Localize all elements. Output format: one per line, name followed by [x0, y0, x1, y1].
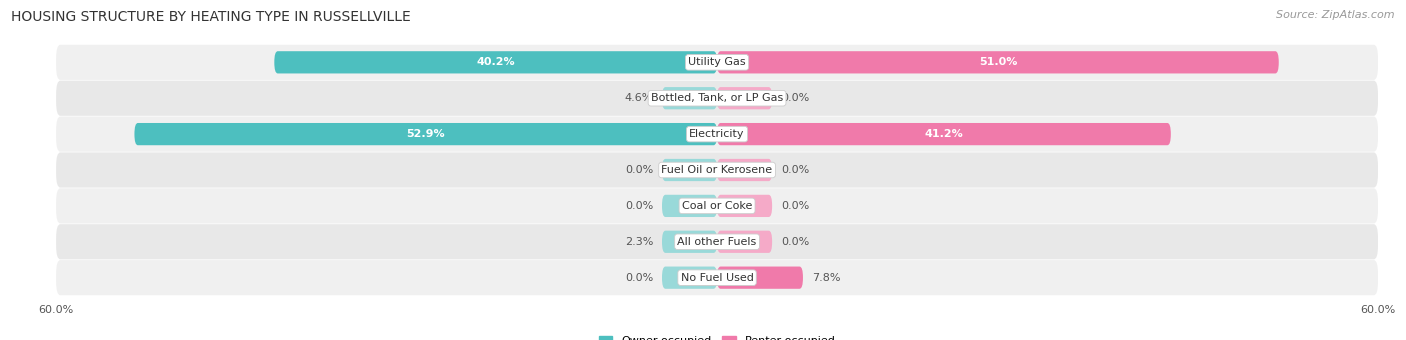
Text: Fuel Oil or Kerosene: Fuel Oil or Kerosene: [661, 165, 773, 175]
Text: 2.3%: 2.3%: [624, 237, 654, 247]
Text: 52.9%: 52.9%: [406, 129, 446, 139]
FancyBboxPatch shape: [717, 195, 772, 217]
FancyBboxPatch shape: [662, 87, 717, 109]
Text: 51.0%: 51.0%: [979, 57, 1017, 67]
Text: Electricity: Electricity: [689, 129, 745, 139]
Text: 0.0%: 0.0%: [624, 273, 654, 283]
Text: HOUSING STRUCTURE BY HEATING TYPE IN RUSSELLVILLE: HOUSING STRUCTURE BY HEATING TYPE IN RUS…: [11, 10, 411, 24]
FancyBboxPatch shape: [274, 51, 717, 73]
FancyBboxPatch shape: [717, 51, 1279, 73]
FancyBboxPatch shape: [662, 159, 717, 181]
FancyBboxPatch shape: [717, 159, 772, 181]
FancyBboxPatch shape: [56, 81, 1378, 116]
Text: Source: ZipAtlas.com: Source: ZipAtlas.com: [1277, 10, 1395, 20]
FancyBboxPatch shape: [662, 231, 717, 253]
FancyBboxPatch shape: [56, 152, 1378, 188]
Text: 40.2%: 40.2%: [477, 57, 515, 67]
Text: Utility Gas: Utility Gas: [689, 57, 745, 67]
Text: 41.2%: 41.2%: [925, 129, 963, 139]
FancyBboxPatch shape: [717, 123, 1171, 145]
Text: 0.0%: 0.0%: [780, 201, 810, 211]
Text: 4.6%: 4.6%: [624, 93, 654, 103]
FancyBboxPatch shape: [56, 45, 1378, 80]
Text: Bottled, Tank, or LP Gas: Bottled, Tank, or LP Gas: [651, 93, 783, 103]
FancyBboxPatch shape: [717, 267, 803, 289]
FancyBboxPatch shape: [56, 117, 1378, 152]
FancyBboxPatch shape: [662, 195, 717, 217]
Text: 0.0%: 0.0%: [624, 165, 654, 175]
Text: 0.0%: 0.0%: [780, 237, 810, 247]
Text: 7.8%: 7.8%: [811, 273, 841, 283]
FancyBboxPatch shape: [56, 224, 1378, 259]
Text: Coal or Coke: Coal or Coke: [682, 201, 752, 211]
FancyBboxPatch shape: [56, 260, 1378, 295]
FancyBboxPatch shape: [717, 231, 772, 253]
Text: 0.0%: 0.0%: [624, 201, 654, 211]
Legend: Owner-occupied, Renter-occupied: Owner-occupied, Renter-occupied: [595, 331, 839, 340]
FancyBboxPatch shape: [662, 267, 717, 289]
Text: All other Fuels: All other Fuels: [678, 237, 756, 247]
FancyBboxPatch shape: [717, 87, 772, 109]
FancyBboxPatch shape: [56, 188, 1378, 223]
Text: No Fuel Used: No Fuel Used: [681, 273, 754, 283]
Text: 0.0%: 0.0%: [780, 93, 810, 103]
FancyBboxPatch shape: [135, 123, 717, 145]
Text: 0.0%: 0.0%: [780, 165, 810, 175]
